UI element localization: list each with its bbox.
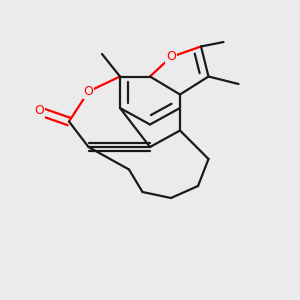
Text: O: O [84, 85, 93, 98]
Text: O: O [166, 50, 176, 64]
Text: O: O [34, 104, 44, 118]
